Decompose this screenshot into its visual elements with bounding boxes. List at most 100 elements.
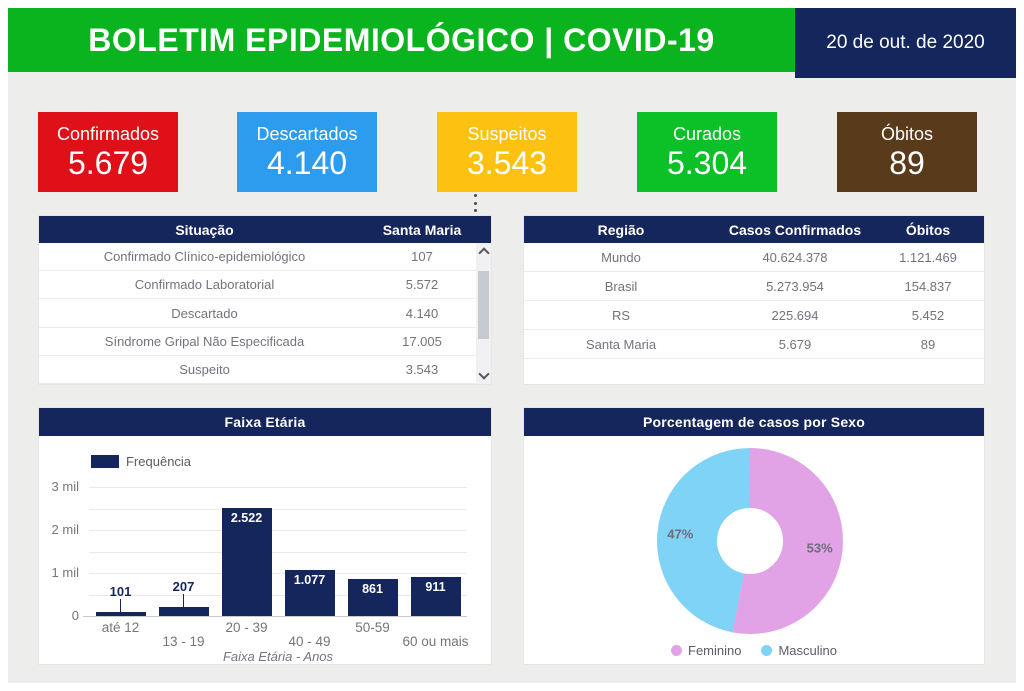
legend-label: Feminino <box>688 643 742 658</box>
legend-label: Frequência <box>126 454 192 469</box>
value-cell: 17.005 <box>402 333 442 349</box>
bar-chart-plot: Frequência Faixa Etária - Anos 0 1 mil 2 m… <box>39 436 491 664</box>
legend-item-feminino: Feminino <box>671 643 741 658</box>
table-row[interactable]: Confirmado Laboratorial 5.572 <box>39 271 491 300</box>
x-tick-label: 13 - 19 <box>162 634 205 649</box>
card-value: 3.543 <box>466 145 548 181</box>
gridline <box>89 594 467 596</box>
x-tick-label: 40 - 49 <box>288 634 331 649</box>
slice-pct-label: 47% <box>667 526 694 542</box>
card-value: 4.140 <box>266 145 348 181</box>
scroll-down-icon[interactable] <box>478 368 490 380</box>
card-suspeitos: Suspeitos 3.543 <box>437 112 577 192</box>
feminino-dot-icon <box>671 645 682 656</box>
value-cell: 5.572 <box>405 277 439 293</box>
donut-slice-Masculino[interactable] <box>657 448 843 634</box>
y-tick-label: 1 mil <box>51 565 79 580</box>
chart-title: Faixa Etária <box>39 408 491 436</box>
bar-60 ou mais[interactable] <box>410 576 461 616</box>
masculino-dot-icon <box>761 645 773 656</box>
bar-value-label: 2.522 <box>230 510 263 525</box>
col-header-situacao: Situação <box>175 221 234 238</box>
slice-pct-label: 53% <box>806 540 833 556</box>
gridline <box>89 487 467 488</box>
table-row[interactable]: Brasil 5.273.954 154.837 <box>524 272 984 301</box>
table-row[interactable]: Suspeito 3.543 <box>39 356 491 385</box>
table-row[interactable]: Santa Maria 5.679 89 <box>524 330 984 359</box>
regiao-table: Região Casos Confirmados Óbitos Mundo 40… <box>523 215 985 385</box>
regiao-cell: Brasil <box>604 278 638 294</box>
scrollbar[interactable] <box>476 243 491 384</box>
casos-cell: 5.679 <box>778 336 812 352</box>
x-tick-label: até 12 <box>101 620 140 635</box>
bar-até 12[interactable] <box>95 611 146 616</box>
table-row[interactable]: Mundo 40.624.378 1.121.469 <box>524 243 984 272</box>
card-label: Curados <box>672 124 742 144</box>
bar-value-label: 207 <box>172 579 195 595</box>
table-row[interactable]: Confirmado Clínico-epidemiológico 107 <box>39 243 491 272</box>
card-value: 89 <box>889 145 925 181</box>
col-header-obitos: Óbitos <box>905 221 951 238</box>
card-descartados: Descartados 4.140 <box>237 112 377 192</box>
bar-value-label: 101 <box>109 583 132 599</box>
value-cell: 107 <box>411 249 433 265</box>
casos-cell: 40.624.378 <box>762 249 828 265</box>
legend-item-masculino: Masculino <box>761 643 837 658</box>
table-row[interactable]: Síndrome Gripal Não Especificada 17.005 <box>39 328 491 356</box>
donut-svg <box>657 448 843 634</box>
bar-chart-legend: Frequência <box>91 454 191 469</box>
donut-legend: Feminino Masculino <box>524 643 984 658</box>
more-options-icon[interactable] <box>471 194 479 212</box>
faixa-etaria-chart: Faixa Etária Frequência Faixa Etária - A… <box>38 407 492 665</box>
bar-13 - 19[interactable] <box>158 607 209 616</box>
chart-title: Porcentagem de casos por Sexo <box>524 408 984 436</box>
casos-cell: 5.273.954 <box>766 278 824 294</box>
gridline <box>89 551 467 553</box>
bar-40 - 49[interactable] <box>284 569 335 616</box>
col-header-santa-maria: Santa Maria <box>382 221 462 238</box>
y-tick-label: 2 mil <box>51 522 79 537</box>
regiao-table-header: Região Casos Confirmados Óbitos <box>524 216 984 243</box>
scroll-up-icon[interactable] <box>477 247 490 259</box>
legend-swatch <box>91 455 119 468</box>
regiao-cell: RS <box>611 307 631 323</box>
regiao-cell: Santa Maria <box>585 336 657 352</box>
bar-callout-line <box>182 594 185 608</box>
sexo-chart: Porcentagem de casos por Sexo Feminino M… <box>523 407 985 665</box>
gridline <box>89 573 467 574</box>
card-label: Suspeitos <box>467 124 547 144</box>
bar-value-label: 861 <box>362 581 383 596</box>
situacao-cell: Confirmado Clínico-epidemiológico <box>103 249 306 265</box>
bar-value-label: 1.077 <box>293 572 326 587</box>
bar-20 - 39[interactable] <box>221 507 272 616</box>
card-curados: Curados 5.304 <box>637 112 777 192</box>
regiao-cell: Mundo <box>601 249 641 265</box>
gridline <box>89 530 467 531</box>
table-row[interactable]: RS 225.694 5.452 <box>524 301 984 330</box>
obitos-cell: 5.452 <box>911 307 945 323</box>
obitos-cell: 89 <box>920 336 936 352</box>
value-cell: 3.543 <box>405 361 439 377</box>
x-tick-label: 60 ou mais <box>402 634 469 649</box>
situacao-cell: Síndrome Gripal Não Especificada <box>104 333 305 349</box>
dashboard-canvas: BOLETIM EPIDEMIOLÓGICO | COVID-19 20 de … <box>8 8 1016 683</box>
casos-cell: 225.694 <box>771 307 819 323</box>
card-label: Confirmados <box>56 124 160 144</box>
page-title: BOLETIM EPIDEMIOLÓGICO | COVID-19 <box>88 21 715 58</box>
table-row[interactable]: Descartado 4.140 <box>39 299 491 328</box>
obitos-cell: 1.121.469 <box>899 249 957 265</box>
card-label: Descartados <box>256 124 358 144</box>
x-axis-line <box>83 616 467 617</box>
situacao-table-header: Situação Santa Maria <box>39 216 491 243</box>
donut-chart-plot: Feminino Masculino 53% 47% <box>524 436 984 664</box>
card-obitos: Óbitos 89 <box>837 112 977 192</box>
bar-50-59[interactable] <box>347 578 398 616</box>
card-value: 5.304 <box>666 145 748 181</box>
scrollbar-thumb[interactable] <box>478 271 489 339</box>
gridline <box>89 508 467 510</box>
bar-value-label: 911 <box>425 579 446 594</box>
header-banner: BOLETIM EPIDEMIOLÓGICO | COVID-19 <box>8 8 795 72</box>
obitos-cell: 154.837 <box>904 278 952 294</box>
card-confirmados: Confirmados 5.679 <box>38 112 178 192</box>
